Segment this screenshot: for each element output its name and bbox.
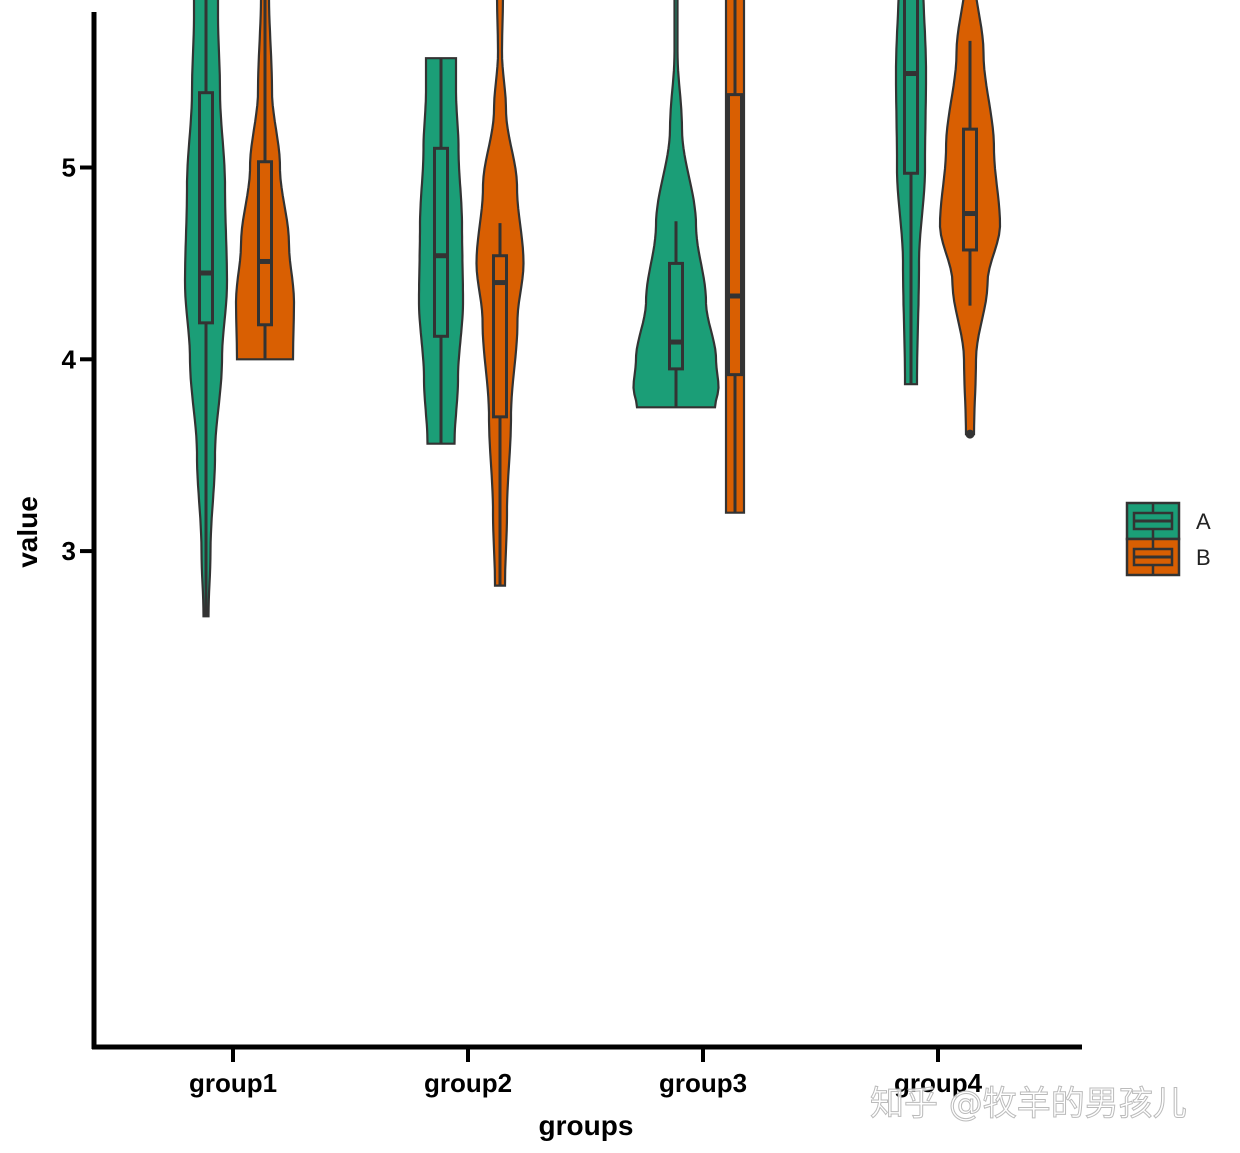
box-B-group1 [257,160,273,327]
box-A-group2 [433,146,449,338]
box-A-group4 [903,0,919,175]
x-tick-label-group3: group3 [659,1068,747,1098]
y-tick-label-4: 4 [62,344,77,374]
x-ticks: group1 group2 group3 group4 [189,1049,983,1098]
y-tick-label-3: 3 [62,536,76,566]
x-tick-label-group2: group2 [424,1068,512,1098]
x-tick-label-group1: group1 [189,1068,277,1098]
box-B-group2 [492,254,508,419]
outlier-B-group4-0 [965,429,975,439]
y-axis-title: value [12,496,43,568]
box-B-group4 [962,127,978,252]
violins-layer [183,0,1002,618]
y-tick-label-5: 5 [62,153,76,183]
watermark-text: 知乎 @牧羊的男孩儿 [870,1084,1187,1124]
box-B-group3 [727,93,743,377]
legend-label-B: B [1196,545,1211,570]
box-A-group1 [198,91,214,325]
y-ticks: 34567 [62,153,94,566]
legend-label-A: A [1196,509,1211,534]
x-axis-title: groups [539,1110,634,1141]
legend: AB [1125,501,1211,577]
violin-A-group3 [632,0,720,409]
axes-layer [91,12,1082,1050]
box-A-group3 [668,261,684,371]
x-tick-label-group4: group4 [894,1068,983,1098]
